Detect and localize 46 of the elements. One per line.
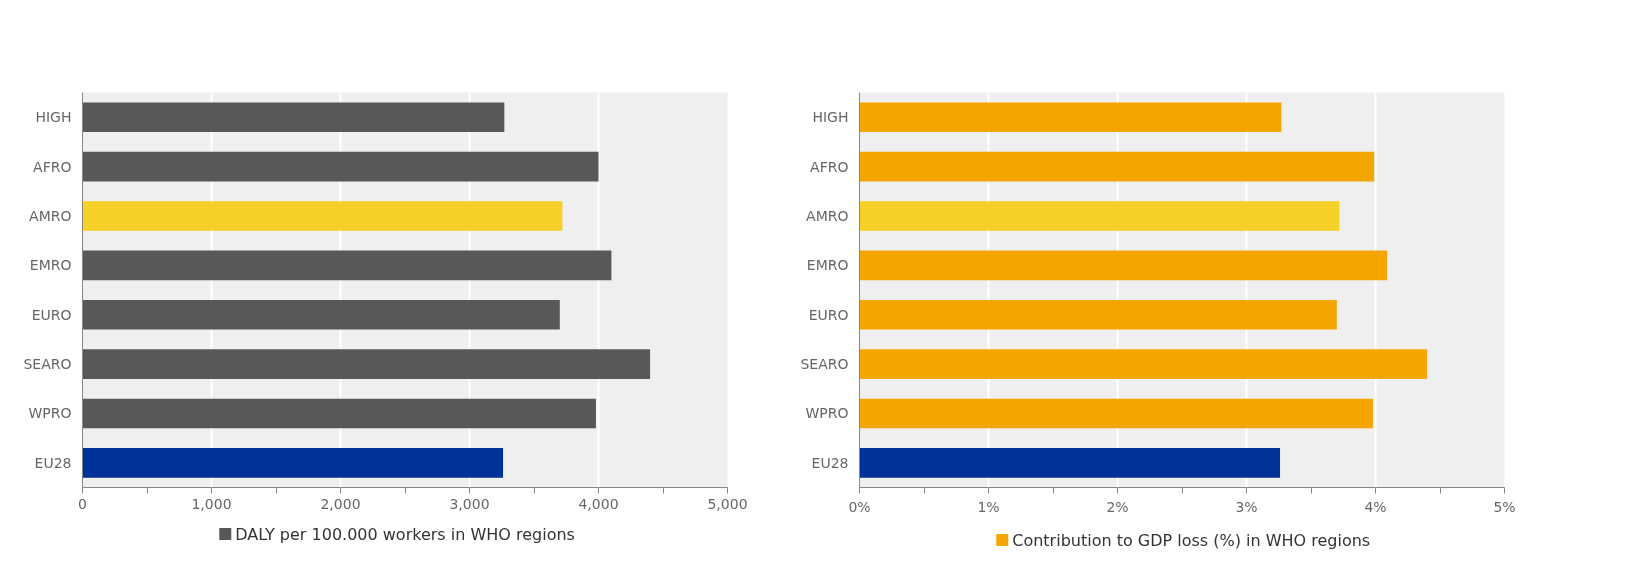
bar — [859, 102, 1282, 132]
x-tick-label: 5,000 — [707, 495, 748, 512]
y-tick-label: EURO — [31, 306, 72, 323]
x-tick-label: 2,000 — [320, 495, 361, 512]
bar — [859, 349, 1428, 379]
bar — [82, 349, 651, 379]
bar — [82, 398, 596, 429]
bar — [82, 151, 599, 182]
y-tick-label: SEARO — [23, 356, 72, 373]
bar — [82, 299, 560, 330]
bar — [82, 102, 505, 132]
bar — [859, 448, 1281, 478]
y-tick-label: EU28 — [811, 454, 849, 471]
y-tick-label: EMRO — [806, 257, 849, 274]
y-tick-label: AFRO — [810, 158, 849, 175]
y-tick-label: HIGH — [35, 109, 72, 126]
y-tick-label: AMRO — [29, 207, 72, 224]
bar — [859, 201, 1340, 231]
y-tick-label: AMRO — [806, 207, 849, 224]
x-tick-label: 4,000 — [578, 495, 619, 512]
bar — [82, 448, 504, 478]
x-tick-label: 1% — [977, 498, 1000, 515]
x-tick-label: 3,000 — [449, 495, 490, 512]
x-tick-label: 2% — [1106, 498, 1129, 515]
x-tick-label: 3% — [1235, 498, 1258, 515]
y-tick-label: AFRO — [33, 158, 72, 175]
y-tick-label: EMRO — [29, 257, 72, 274]
legend-label: DALY per 100.000 workers in WHO regions — [235, 524, 575, 544]
y-tick-label: EURO — [808, 306, 849, 323]
x-tick-label: 4% — [1364, 498, 1387, 515]
x-tick-label: 1,000 — [191, 495, 232, 512]
y-tick-label: HIGH — [812, 109, 849, 126]
y-tick-label: EU28 — [34, 454, 72, 471]
y-tick-label: WPRO — [805, 405, 849, 422]
bar — [859, 398, 1373, 429]
bar — [859, 299, 1337, 330]
x-tick-label: 0 — [78, 495, 87, 512]
bar — [82, 201, 563, 231]
x-tick-label: 5% — [1493, 498, 1516, 515]
bar — [859, 250, 1388, 281]
x-tick-label: 0% — [848, 498, 871, 515]
legend-label: Contribution to GDP loss (%) in WHO regions — [1012, 530, 1371, 550]
bar — [82, 250, 612, 281]
y-tick-label: SEARO — [800, 356, 849, 373]
y-tick-label: WPRO — [28, 405, 72, 422]
bar — [859, 151, 1375, 182]
